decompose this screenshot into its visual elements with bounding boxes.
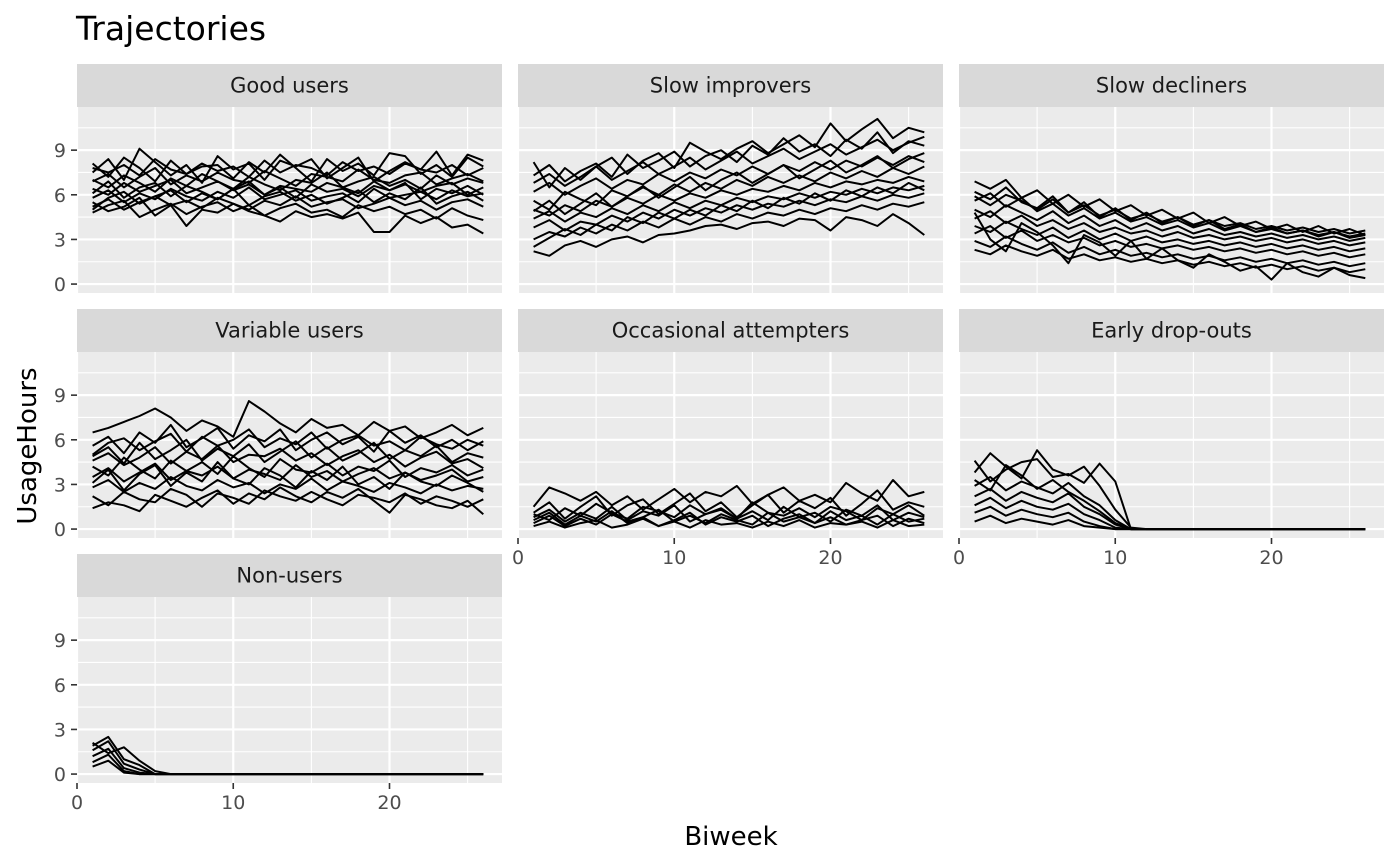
y-axis-title: UsageHours [13, 367, 43, 524]
series-line [92, 741, 484, 776]
facet-panel: Variable users 0 3 6 9 [54, 309, 502, 541]
series-line [533, 517, 925, 529]
panel-background [77, 597, 502, 783]
series-line [92, 444, 484, 469]
series-line [973, 212, 1366, 281]
series-line [92, 476, 484, 495]
facet-strip-label: Variable users [215, 319, 363, 343]
series-line [533, 501, 925, 522]
series-line [533, 181, 925, 248]
series-line [533, 135, 925, 187]
facet-panel: Occasional attempters 0 10 20 [512, 309, 943, 569]
series-line [974, 464, 1366, 531]
chart-title: Trajectories [75, 9, 266, 48]
facet-panel: Slow decliners [957, 64, 1384, 293]
facet-strip [518, 309, 943, 352]
series-line [92, 171, 484, 193]
series-line [92, 195, 484, 211]
series-line [92, 438, 484, 465]
series-line [91, 180, 484, 201]
series-line [974, 225, 1366, 259]
facet-strip-label: Slow improvers [650, 74, 811, 98]
series-line [92, 455, 484, 480]
y-tick-label: 9 [54, 140, 66, 162]
series-line [92, 158, 484, 178]
facet-panel: Early drop-outs 0 10 20 [953, 309, 1384, 569]
y-tick-label: 6 [54, 430, 66, 452]
series-line [974, 204, 1366, 242]
y-tick-label: 9 [54, 630, 66, 652]
facet-strip-label: Slow decliners [1096, 74, 1247, 98]
x-tick-label: 0 [512, 547, 524, 569]
series-line [533, 201, 925, 241]
y-tick-label: 0 [54, 764, 66, 786]
x-tick-label: 10 [662, 547, 686, 569]
facet-panels: Good users 0 3 6 9 Slow improvers Slow decline… [54, 64, 1384, 814]
series-line [533, 184, 925, 223]
y-tick-label: 0 [54, 274, 66, 296]
facet-panel: Slow improvers [516, 64, 943, 293]
facet-panel: Non-users 0 3 6 9 0 10 20 [54, 554, 502, 814]
facet-strip-label: Non-users [236, 564, 342, 588]
x-tick-label: 0 [953, 547, 965, 569]
series-line [91, 152, 484, 183]
series-line [92, 199, 484, 222]
series-line [533, 213, 925, 257]
series-line [533, 489, 925, 520]
facet-strip [77, 309, 502, 352]
facet-strip [77, 64, 502, 107]
series-line [91, 186, 484, 211]
y-tick-label: 3 [54, 474, 66, 496]
series-line [974, 192, 1366, 239]
y-tick-label: 3 [54, 229, 66, 251]
series-line [533, 175, 925, 217]
y-tick-label: 6 [54, 675, 66, 697]
facet-strip [959, 309, 1384, 352]
series-line [974, 193, 1366, 235]
facet-strip [518, 64, 943, 107]
x-tick-label: 10 [221, 792, 245, 814]
x-tick-label: 0 [71, 792, 83, 814]
facet-strip-label: Occasional attempters [612, 319, 850, 343]
series-line [533, 511, 925, 528]
series-line [533, 152, 925, 216]
facet-strip-label: Early drop-outs [1091, 319, 1252, 343]
series-line [974, 235, 1366, 268]
facet-strip-label: Good users [230, 74, 349, 98]
series-line [92, 487, 484, 508]
facet-panel: Good users 0 3 6 9 [54, 64, 502, 296]
series-line [974, 244, 1366, 274]
series-line [92, 486, 484, 515]
y-tick-label: 3 [54, 719, 66, 741]
series-line [92, 462, 484, 483]
facet-strip [959, 64, 1384, 107]
x-tick-label: 20 [818, 547, 842, 569]
series-line [532, 479, 925, 511]
y-tick-label: 0 [54, 519, 66, 541]
series-line [533, 508, 925, 526]
y-tick-label: 6 [54, 185, 66, 207]
series-line [92, 167, 484, 189]
x-tick-label: 10 [1103, 547, 1127, 569]
x-tick-label: 20 [377, 792, 401, 814]
series-line [92, 196, 484, 235]
series-line [91, 428, 484, 456]
x-axis-title: Biweek [684, 822, 777, 852]
facet-strip [77, 554, 502, 597]
series-line [91, 461, 484, 493]
series-line [974, 210, 1366, 247]
y-tick-label: 9 [54, 385, 66, 407]
x-tick-label: 20 [1259, 547, 1283, 569]
